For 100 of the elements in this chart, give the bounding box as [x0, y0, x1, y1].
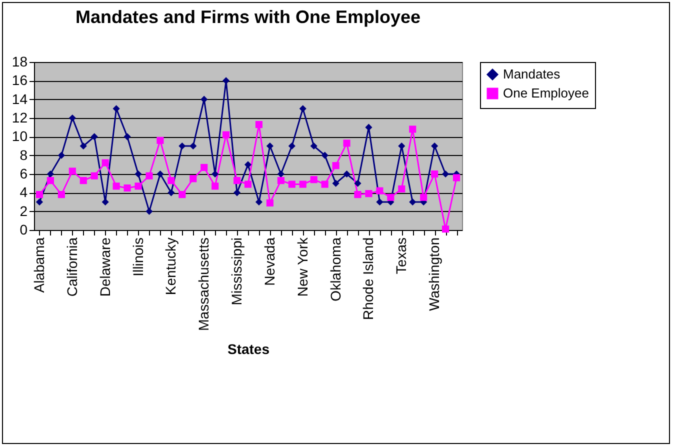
point — [321, 152, 328, 159]
point — [442, 170, 450, 178]
point — [190, 175, 197, 182]
point — [255, 198, 263, 206]
point — [46, 176, 54, 184]
point — [288, 142, 296, 150]
point — [36, 198, 44, 206]
point — [222, 77, 230, 84]
point — [244, 180, 252, 188]
point — [112, 182, 120, 190]
point — [321, 180, 328, 188]
point — [310, 142, 318, 150]
point — [354, 190, 362, 198]
point — [168, 189, 175, 196]
point — [288, 180, 296, 188]
x-tick-label: Massachusetts — [196, 238, 212, 331]
point — [90, 172, 98, 180]
point — [80, 176, 87, 184]
point — [134, 182, 142, 190]
point — [332, 180, 340, 187]
x-tick-label: California — [64, 237, 80, 297]
y-tick-label: 0 — [20, 222, 28, 238]
x-tick-label: Kentucky — [162, 238, 179, 296]
y-tick-label: 16 — [12, 72, 28, 88]
chart-title: Mandates and Firms with One Employee — [75, 7, 421, 27]
point — [420, 194, 428, 201]
point — [156, 136, 164, 144]
point — [112, 105, 120, 112]
point — [178, 142, 186, 150]
y-tick-label: 6 — [20, 166, 28, 182]
y-tick-label: 10 — [12, 128, 28, 144]
y-tick-label: 8 — [20, 146, 28, 163]
point — [168, 176, 175, 184]
point — [266, 199, 274, 206]
point — [431, 142, 438, 150]
point — [102, 198, 109, 206]
point — [233, 176, 241, 184]
point — [80, 142, 87, 150]
point — [58, 152, 65, 159]
point — [222, 131, 230, 138]
point — [124, 184, 131, 192]
point — [200, 164, 208, 171]
point — [68, 168, 76, 175]
point — [277, 176, 284, 184]
point — [452, 174, 460, 182]
point — [343, 140, 350, 147]
point — [212, 182, 219, 190]
x-tick-label: New York — [294, 236, 310, 297]
y-tick-label: 2 — [20, 202, 28, 219]
x-tick-label: Washington — [426, 238, 442, 311]
point — [102, 159, 109, 166]
point — [68, 114, 76, 122]
point — [442, 226, 450, 233]
point — [90, 133, 98, 140]
point — [46, 170, 54, 178]
point — [431, 170, 438, 178]
x-tick-label: Delaware — [96, 237, 113, 297]
x-tick-label: Mississippi — [228, 238, 245, 306]
point — [255, 120, 263, 128]
y-tick-label: 4 — [20, 184, 28, 200]
point — [277, 170, 284, 178]
point — [376, 187, 384, 194]
x-tick-label: Rhode Island — [360, 238, 376, 320]
point — [310, 176, 318, 184]
x-tick-label: Oklahoma — [327, 237, 344, 302]
x-tick-label: Texas — [393, 238, 410, 274]
legend-label: One Employee — [503, 86, 589, 100]
y-tick-label: 18 — [12, 54, 28, 70]
point — [409, 198, 416, 206]
point — [146, 172, 153, 180]
point — [376, 198, 384, 206]
point — [398, 185, 406, 192]
y-tick-label: 12 — [12, 110, 28, 126]
point — [58, 190, 65, 198]
x-tick-label: Alabama — [30, 237, 47, 293]
point — [409, 126, 416, 133]
point — [365, 190, 372, 198]
point — [343, 170, 350, 178]
point — [299, 180, 306, 188]
legend-label: Mandates — [503, 66, 561, 82]
point — [332, 162, 340, 170]
point — [190, 142, 197, 150]
x-tick-label: Nevada — [261, 237, 278, 286]
point — [266, 142, 274, 150]
point — [36, 190, 44, 198]
point — [146, 208, 153, 215]
point — [124, 133, 131, 140]
point — [200, 96, 208, 103]
x-axis-title: States — [227, 340, 270, 357]
point — [387, 194, 394, 201]
x-tick-label: Illinois — [130, 238, 146, 276]
y-tick-label: 14 — [12, 90, 28, 107]
point — [365, 124, 372, 131]
point — [178, 190, 186, 198]
point — [156, 170, 164, 178]
point — [354, 180, 362, 187]
point — [134, 170, 142, 178]
point — [233, 189, 241, 196]
point — [244, 161, 252, 168]
point — [299, 105, 306, 112]
